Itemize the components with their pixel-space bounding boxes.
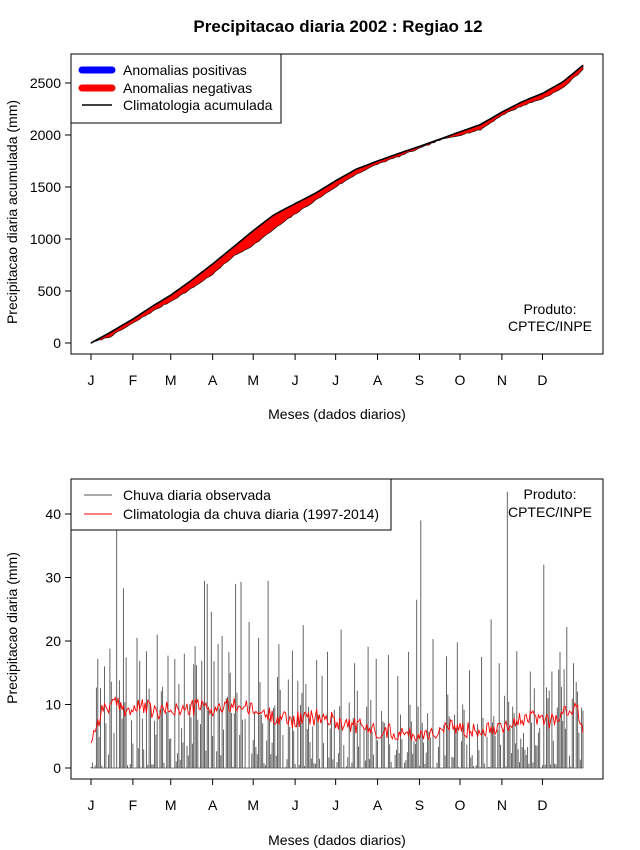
x-tick-label: D xyxy=(537,797,547,813)
y-tick-label: 2000 xyxy=(30,127,61,143)
legend-label: Anomalias positivas xyxy=(123,62,247,78)
y-tick-label: 0 xyxy=(53,335,61,351)
x-tick-label: S xyxy=(415,372,424,388)
cumulative-panel: 0 500 1000 1500 2000 2500 J F M A M J J A S O N D Meses (d… xyxy=(4,53,604,422)
y-tick-label: 1000 xyxy=(30,231,61,247)
legend-label: Anomalias negativas xyxy=(123,80,252,96)
x-tick-label: F xyxy=(129,372,138,388)
x-axis-title: Meses (dados diarios) xyxy=(268,406,406,422)
x-tick-label: A xyxy=(208,372,218,388)
figure-title: Precipitacao diaria 2002 : Regiao 12 xyxy=(193,17,482,36)
y-axis-title: Precipitacao diaria (mm) xyxy=(4,552,20,704)
x-tick-label: J xyxy=(88,797,95,813)
x-tick-label: M xyxy=(165,797,177,813)
x-tick-label: S xyxy=(415,797,424,813)
x-axis-title: Meses (dados diarios) xyxy=(268,832,406,848)
annotation-line-2: CPTEC/INPE xyxy=(508,318,592,334)
y-tick-label: 2500 xyxy=(30,75,61,91)
legend-label: Climatologia acumulada xyxy=(123,97,273,113)
y-tick-label: 20 xyxy=(45,633,61,649)
x-tick-label: J xyxy=(292,372,299,388)
daily-panel: 0 10 20 30 40 J F M A M J J A S O N D Meses (dados diario… xyxy=(4,478,604,848)
x-tick-label: O xyxy=(455,372,466,388)
annotation-line-1: Produto: xyxy=(524,486,577,502)
annotation-line-2: CPTEC/INPE xyxy=(508,504,592,520)
annotation-line-1: Produto: xyxy=(524,301,577,317)
y-tick-label: 1500 xyxy=(30,179,61,195)
observed-daily-rain-bars xyxy=(90,491,584,768)
y-tick-label: 0 xyxy=(53,760,61,776)
legend-label: Climatologia da chuva diaria (1997-2014) xyxy=(123,506,379,522)
x-tick-label: J xyxy=(88,372,95,388)
x-tick-label: M xyxy=(247,797,259,813)
x-tick-label: O xyxy=(455,797,466,813)
y-axis-title: Precipitacao diaria acumulada (mm) xyxy=(4,100,20,324)
climatology-cumulative-line xyxy=(90,64,584,344)
x-tick-label: M xyxy=(165,372,177,388)
x-tick-label: M xyxy=(247,372,259,388)
climatology-daily-line xyxy=(90,696,584,744)
x-tick-label: J xyxy=(332,372,339,388)
legend-box xyxy=(70,478,392,531)
y-tick-label: 30 xyxy=(45,570,61,586)
x-tick-label: J xyxy=(292,797,299,813)
x-tick-label: A xyxy=(373,797,383,813)
x-tick-label: N xyxy=(497,797,507,813)
x-tick-label: A xyxy=(208,797,218,813)
x-tick-label: N xyxy=(497,372,507,388)
x-tick-label: A xyxy=(373,372,383,388)
x-tick-label: F xyxy=(129,797,138,813)
x-tick-label: D xyxy=(537,372,547,388)
y-tick-label: 40 xyxy=(45,506,61,522)
x-tick-label: J xyxy=(332,797,339,813)
legend-label: Chuva diaria observada xyxy=(123,487,271,503)
y-tick-label: 10 xyxy=(45,697,61,713)
y-tick-label: 500 xyxy=(38,283,62,299)
